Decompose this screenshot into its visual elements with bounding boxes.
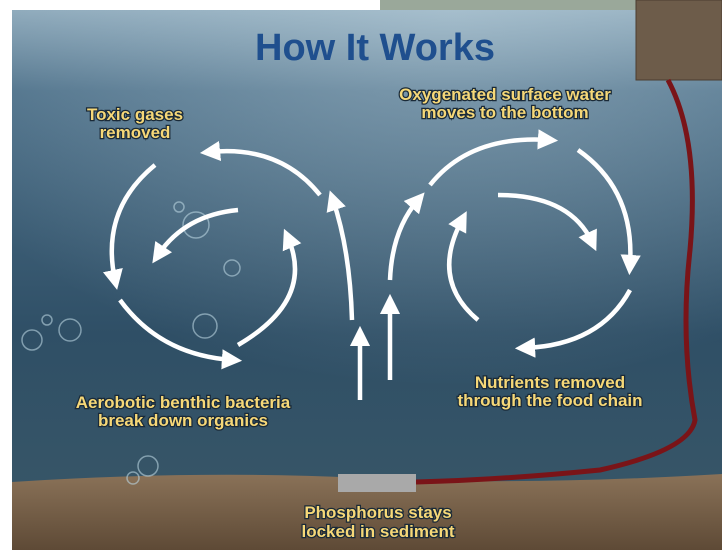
- label-line: Nutrients removed: [475, 373, 625, 392]
- bubble: [223, 259, 241, 277]
- label-line: Oxygenated surface water: [399, 85, 611, 104]
- bubble: [173, 201, 185, 213]
- label-line: Toxic gases: [87, 105, 183, 124]
- bubble: [137, 455, 159, 477]
- bubbles: [21, 201, 241, 485]
- arrow: [447, 211, 480, 322]
- arrow: [236, 228, 302, 347]
- bubble: [182, 211, 210, 239]
- label-line: Phosphorus stays: [304, 503, 451, 522]
- bubble: [21, 329, 43, 351]
- label-line: Aerobotic benthic bacteria: [76, 393, 291, 412]
- label-line: removed: [100, 123, 171, 142]
- arrow: [497, 192, 597, 252]
- arrow: [514, 288, 632, 358]
- arrow: [102, 163, 157, 290]
- arrow: [199, 140, 322, 197]
- arrow: [118, 298, 243, 370]
- bubble: [58, 318, 82, 342]
- label-line: moves to the bottom: [421, 103, 588, 122]
- arrow: [152, 207, 239, 264]
- arrow: [576, 148, 641, 276]
- air-hose: [415, 78, 698, 485]
- arrow: [387, 192, 425, 281]
- compressor-box: [635, 0, 722, 81]
- label-line: locked in sediment: [301, 522, 454, 541]
- sediment: [12, 474, 722, 550]
- bubble: [41, 314, 53, 326]
- label-line: break down organics: [98, 411, 268, 430]
- bubble: [192, 313, 218, 339]
- light-rays: [12, 10, 722, 480]
- label-line: through the food chain: [457, 391, 642, 410]
- title: How It Works: [255, 27, 495, 69]
- arrow: [326, 190, 355, 321]
- arrow: [428, 129, 559, 187]
- circulation-arrows: [102, 129, 641, 400]
- diffuser: [338, 474, 416, 492]
- bubble: [126, 471, 140, 485]
